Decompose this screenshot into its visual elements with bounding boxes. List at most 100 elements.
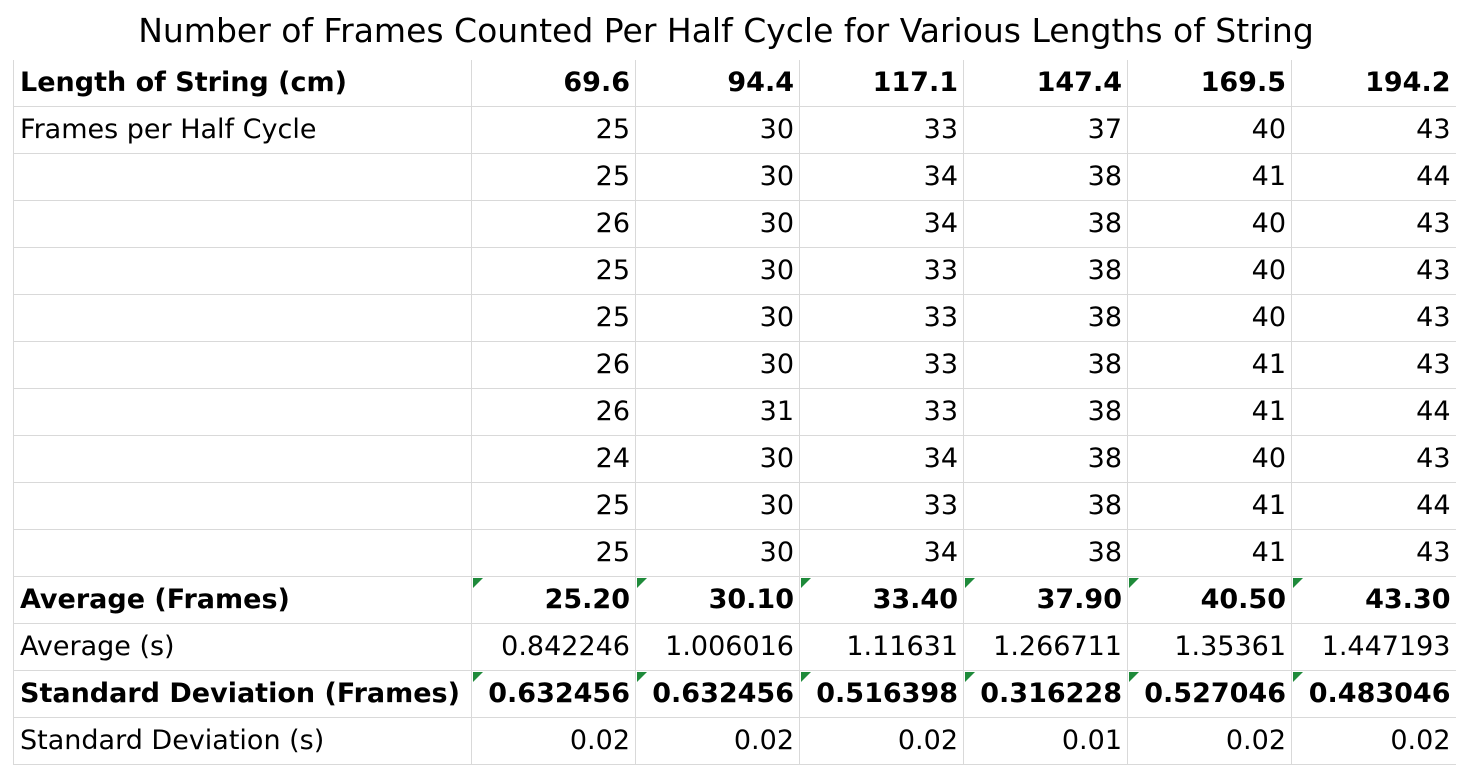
value-cell[interactable]: 30 bbox=[635, 294, 800, 342]
value-cell[interactable]: 38 bbox=[963, 482, 1128, 530]
value-cell[interactable]: 38 bbox=[963, 529, 1128, 577]
value-cell[interactable]: 0.842246 bbox=[471, 623, 636, 671]
value-cell[interactable]: 38 bbox=[963, 153, 1128, 201]
value-cell[interactable]: 38 bbox=[963, 294, 1128, 342]
value-cell[interactable]: 41 bbox=[1127, 153, 1292, 201]
value-cell[interactable]: 1.35361 bbox=[1127, 623, 1292, 671]
value-cell[interactable]: 169.5 bbox=[1127, 60, 1292, 107]
value-cell[interactable]: 30.10 bbox=[635, 576, 800, 624]
value-cell[interactable]: 41 bbox=[1127, 341, 1292, 389]
value-cell[interactable]: 0.02 bbox=[471, 717, 636, 765]
value-cell[interactable]: 25 bbox=[471, 153, 636, 201]
value-cell[interactable]: 26 bbox=[471, 388, 636, 436]
value-cell[interactable]: 33 bbox=[799, 106, 964, 154]
value-cell[interactable]: 25 bbox=[471, 247, 636, 295]
value-cell[interactable]: 26 bbox=[471, 341, 636, 389]
row-label-cell[interactable]: Standard Deviation (s) bbox=[13, 717, 472, 765]
row-label-cell[interactable]: Frames per Half Cycle bbox=[13, 106, 472, 154]
value-cell[interactable]: 0.02 bbox=[799, 717, 964, 765]
value-cell[interactable]: 0.01 bbox=[963, 717, 1128, 765]
value-cell[interactable]: 24 bbox=[471, 435, 636, 483]
value-cell[interactable]: 1.266711 bbox=[963, 623, 1128, 671]
value-cell[interactable]: 25 bbox=[471, 106, 636, 154]
value-cell[interactable]: 38 bbox=[963, 435, 1128, 483]
value-cell[interactable]: 33 bbox=[799, 294, 964, 342]
value-cell[interactable]: 43 bbox=[1291, 294, 1456, 342]
value-cell[interactable]: 0.483046 bbox=[1291, 670, 1456, 718]
value-cell[interactable]: 37 bbox=[963, 106, 1128, 154]
value-cell[interactable]: 40 bbox=[1127, 247, 1292, 295]
row-label-cell[interactable] bbox=[13, 435, 472, 483]
row-label-cell[interactable] bbox=[13, 247, 472, 295]
value-cell[interactable]: 34 bbox=[799, 153, 964, 201]
value-cell[interactable]: 33.40 bbox=[799, 576, 964, 624]
value-cell[interactable]: 33 bbox=[799, 388, 964, 436]
value-cell[interactable]: 43 bbox=[1291, 529, 1456, 577]
value-cell[interactable]: 0.316228 bbox=[963, 670, 1128, 718]
row-label-cell[interactable] bbox=[13, 153, 472, 201]
value-cell[interactable]: 0.02 bbox=[1291, 717, 1456, 765]
value-cell[interactable]: 43.30 bbox=[1291, 576, 1456, 624]
value-cell[interactable]: 34 bbox=[799, 529, 964, 577]
value-cell[interactable]: 0.632456 bbox=[471, 670, 636, 718]
value-cell[interactable]: 40 bbox=[1127, 294, 1292, 342]
value-cell[interactable]: 33 bbox=[799, 341, 964, 389]
value-cell[interactable]: 30 bbox=[635, 247, 800, 295]
value-cell[interactable]: 34 bbox=[799, 200, 964, 248]
value-cell[interactable]: 40 bbox=[1127, 435, 1292, 483]
value-cell[interactable]: 38 bbox=[963, 247, 1128, 295]
value-cell[interactable]: 1.006016 bbox=[635, 623, 800, 671]
value-cell[interactable]: 0.632456 bbox=[635, 670, 800, 718]
row-label-cell[interactable] bbox=[13, 200, 472, 248]
row-label-cell[interactable]: Length of String (cm) bbox=[13, 60, 472, 107]
value-cell[interactable]: 44 bbox=[1291, 388, 1456, 436]
row-label-cell[interactable]: Average (s) bbox=[13, 623, 472, 671]
row-label-cell[interactable] bbox=[13, 294, 472, 342]
value-cell[interactable]: 41 bbox=[1127, 529, 1292, 577]
row-label-cell[interactable]: Average (Frames) bbox=[13, 576, 472, 624]
value-cell[interactable]: 94.4 bbox=[635, 60, 800, 107]
value-cell[interactable]: 69.6 bbox=[471, 60, 636, 107]
value-cell[interactable]: 40 bbox=[1127, 106, 1292, 154]
value-cell[interactable]: 117.1 bbox=[799, 60, 964, 107]
value-cell[interactable]: 40.50 bbox=[1127, 576, 1292, 624]
value-cell[interactable]: 30 bbox=[635, 435, 800, 483]
row-label-cell[interactable] bbox=[13, 482, 472, 530]
value-cell[interactable]: 43 bbox=[1291, 247, 1456, 295]
value-cell[interactable]: 43 bbox=[1291, 200, 1456, 248]
value-cell[interactable]: 43 bbox=[1291, 435, 1456, 483]
value-cell[interactable]: 147.4 bbox=[963, 60, 1128, 107]
value-cell[interactable]: 33 bbox=[799, 482, 964, 530]
value-cell[interactable]: 38 bbox=[963, 200, 1128, 248]
value-cell[interactable]: 38 bbox=[963, 341, 1128, 389]
value-cell[interactable]: 30 bbox=[635, 200, 800, 248]
value-cell[interactable]: 30 bbox=[635, 106, 800, 154]
value-cell[interactable]: 30 bbox=[635, 482, 800, 530]
row-label-cell[interactable] bbox=[13, 388, 472, 436]
value-cell[interactable]: 41 bbox=[1127, 482, 1292, 530]
value-cell[interactable]: 40 bbox=[1127, 200, 1292, 248]
value-cell[interactable]: 30 bbox=[635, 529, 800, 577]
value-cell[interactable]: 0.516398 bbox=[799, 670, 964, 718]
value-cell[interactable]: 44 bbox=[1291, 482, 1456, 530]
row-label-cell[interactable] bbox=[13, 529, 472, 577]
value-cell[interactable]: 25 bbox=[471, 294, 636, 342]
value-cell[interactable]: 31 bbox=[635, 388, 800, 436]
value-cell[interactable]: 30 bbox=[635, 341, 800, 389]
value-cell[interactable]: 43 bbox=[1291, 106, 1456, 154]
value-cell[interactable]: 34 bbox=[799, 435, 964, 483]
value-cell[interactable]: 25 bbox=[471, 482, 636, 530]
value-cell[interactable]: 41 bbox=[1127, 388, 1292, 436]
value-cell[interactable]: 38 bbox=[963, 388, 1128, 436]
row-label-cell[interactable] bbox=[13, 341, 472, 389]
value-cell[interactable]: 25.20 bbox=[471, 576, 636, 624]
value-cell[interactable]: 0.02 bbox=[1127, 717, 1292, 765]
value-cell[interactable]: 1.447193 bbox=[1291, 623, 1456, 671]
value-cell[interactable]: 30 bbox=[635, 153, 800, 201]
value-cell[interactable]: 25 bbox=[471, 529, 636, 577]
row-label-cell[interactable]: Standard Deviation (Frames) bbox=[13, 670, 472, 718]
value-cell[interactable]: 33 bbox=[799, 247, 964, 295]
value-cell[interactable]: 194.2 bbox=[1291, 60, 1456, 107]
value-cell[interactable]: 26 bbox=[471, 200, 636, 248]
value-cell[interactable]: 43 bbox=[1291, 341, 1456, 389]
